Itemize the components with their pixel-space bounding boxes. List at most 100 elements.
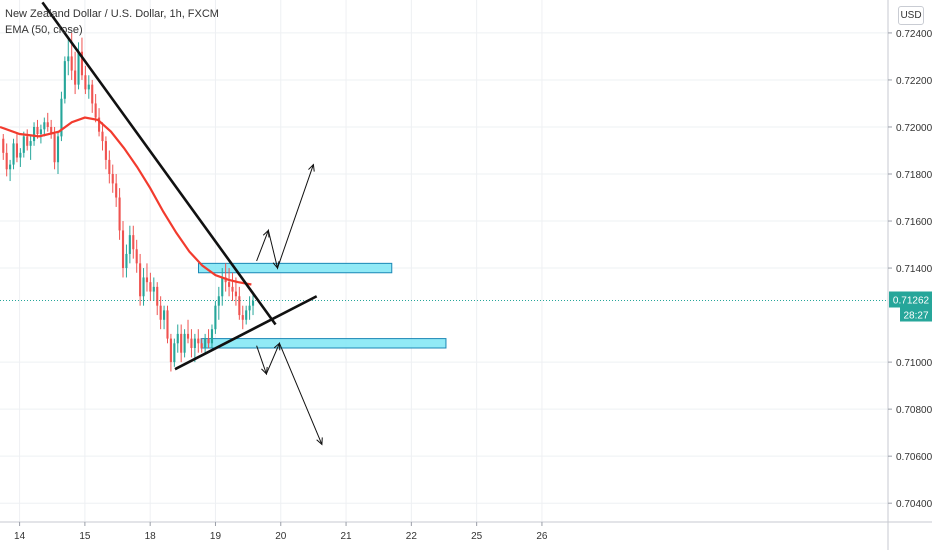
ema-line bbox=[0, 116, 252, 286]
candle-body bbox=[190, 338, 193, 348]
candle-body bbox=[32, 126, 36, 142]
candle-body bbox=[221, 277, 224, 297]
candle-body bbox=[145, 277, 149, 283]
candle bbox=[5, 143, 8, 177]
currency-button[interactable]: USD bbox=[898, 6, 924, 25]
candle-body bbox=[193, 338, 196, 348]
y-tick-label: 0.70400 bbox=[896, 499, 932, 510]
candle-body bbox=[101, 131, 104, 142]
candle-body bbox=[22, 136, 25, 153]
candle-body bbox=[251, 300, 255, 306]
candle-body bbox=[53, 134, 56, 163]
candle bbox=[166, 305, 169, 344]
candle bbox=[245, 305, 248, 325]
candle bbox=[221, 268, 224, 306]
candle bbox=[149, 272, 152, 301]
arrowhead bbox=[273, 342, 281, 351]
trendline[interactable] bbox=[41, 1, 277, 326]
candle-body bbox=[67, 56, 70, 62]
candle-body bbox=[98, 117, 101, 132]
symbol-title: New Zealand Dollar / U.S. Dollar, 1h, FX… bbox=[5, 8, 219, 20]
price-badge-countdown: 28:27 bbox=[903, 311, 928, 322]
candle-body bbox=[149, 282, 152, 292]
candle-body bbox=[135, 249, 138, 264]
candle-body bbox=[204, 338, 207, 348]
candle-body bbox=[132, 235, 135, 250]
x-tick-label: 14 bbox=[14, 531, 26, 542]
candle bbox=[87, 75, 90, 99]
candle-body bbox=[163, 310, 166, 320]
candle bbox=[238, 286, 241, 320]
candle bbox=[173, 338, 176, 367]
y-tick-label: 0.71400 bbox=[896, 264, 932, 275]
candle-body bbox=[91, 84, 94, 104]
x-tick-label: 22 bbox=[406, 531, 418, 542]
candle bbox=[32, 122, 36, 146]
candle bbox=[50, 119, 53, 139]
candle-body bbox=[245, 310, 248, 320]
zone-rect[interactable] bbox=[200, 338, 447, 349]
candle bbox=[9, 159, 12, 182]
candle-body bbox=[125, 253, 128, 269]
arrowhead bbox=[262, 229, 270, 238]
candle bbox=[118, 188, 121, 240]
candle bbox=[74, 51, 77, 95]
arrow-path[interactable] bbox=[256, 342, 323, 445]
candle-body bbox=[156, 286, 159, 306]
candle-body bbox=[46, 122, 49, 127]
candle-body bbox=[128, 235, 131, 254]
candle bbox=[53, 126, 56, 170]
y-tick-label: 0.72200 bbox=[896, 76, 932, 87]
candle bbox=[169, 333, 172, 372]
candle-body bbox=[2, 138, 5, 153]
candle bbox=[128, 225, 131, 264]
candle-body bbox=[111, 174, 114, 184]
candle-body bbox=[115, 183, 118, 198]
trendline[interactable] bbox=[174, 295, 318, 371]
x-tick-label: 19 bbox=[210, 531, 222, 542]
candle bbox=[19, 148, 22, 167]
zone-rect[interactable] bbox=[197, 262, 393, 274]
candle bbox=[145, 263, 149, 292]
candle-body bbox=[231, 286, 234, 292]
candle-body bbox=[238, 296, 241, 316]
candle bbox=[217, 286, 220, 320]
candle bbox=[142, 268, 145, 306]
candle-body bbox=[70, 56, 73, 71]
candle-body bbox=[152, 286, 155, 292]
arrow-path[interactable] bbox=[256, 164, 314, 270]
candle bbox=[163, 305, 166, 330]
y-tick-label: 0.71600 bbox=[896, 217, 932, 228]
candle bbox=[197, 329, 200, 353]
candle-body bbox=[50, 126, 53, 135]
candle-body bbox=[12, 143, 15, 165]
candle-body bbox=[200, 343, 203, 348]
candle bbox=[176, 324, 179, 353]
candle bbox=[43, 117, 46, 137]
candle-body bbox=[36, 126, 39, 135]
candle bbox=[84, 65, 87, 95]
candle bbox=[108, 150, 111, 184]
candle bbox=[228, 268, 231, 297]
candle bbox=[39, 124, 42, 144]
candle bbox=[60, 91, 63, 142]
trendlines-layer bbox=[41, 1, 318, 371]
candle-body bbox=[15, 143, 19, 158]
candle bbox=[183, 329, 186, 358]
candle-body bbox=[60, 98, 63, 137]
x-tick-label: 20 bbox=[275, 531, 287, 542]
indicator-label[interactable]: EMA (50, close) bbox=[5, 24, 83, 36]
candle-body bbox=[186, 333, 190, 339]
candle-body bbox=[234, 291, 237, 297]
candle bbox=[156, 282, 159, 316]
candle-body bbox=[248, 305, 251, 311]
candle-body bbox=[77, 51, 80, 85]
y-tick-label: 0.72000 bbox=[896, 123, 932, 134]
candle-body bbox=[217, 296, 220, 306]
ema-layer bbox=[0, 116, 252, 286]
candle-body bbox=[108, 159, 111, 174]
candle bbox=[12, 138, 15, 170]
candle bbox=[91, 79, 94, 113]
candle bbox=[180, 324, 183, 363]
